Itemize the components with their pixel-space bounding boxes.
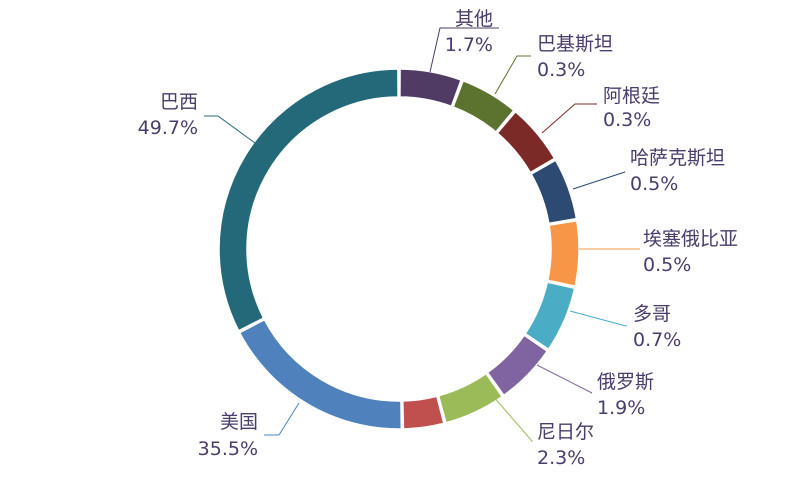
slice-label-name: 其他 bbox=[455, 8, 493, 30]
slice-label-name: 美国 bbox=[220, 411, 258, 433]
slice-label-percent: 0.7% bbox=[633, 329, 681, 351]
donut-slice-哈萨克斯坦 bbox=[530, 159, 578, 225]
slice-label-percent: 35.5% bbox=[198, 438, 258, 460]
donut-slice-美国 bbox=[238, 318, 403, 430]
donut-slice-埃塞俄比亚 bbox=[546, 219, 580, 287]
leader-line bbox=[491, 394, 534, 442]
slice-label-name: 俄罗斯 bbox=[597, 371, 654, 393]
leader-line bbox=[541, 103, 597, 134]
donut-slice-巴西 bbox=[218, 68, 399, 332]
leader-line bbox=[536, 364, 593, 394]
labels-layer: 其他1.7% 巴基斯坦0.3%阿根廷0.3%哈萨克斯坦0.5%埃塞俄比亚0.5%多… bbox=[138, 8, 738, 469]
slice-label-percent: 0.3% bbox=[603, 109, 651, 131]
leader-line bbox=[572, 171, 626, 190]
leader-line bbox=[204, 115, 256, 144]
donut-slice-unlabeled bbox=[402, 395, 445, 430]
donut-slice-阿根廷 bbox=[496, 110, 556, 174]
slice-label-name: 埃塞俄比亚 bbox=[643, 228, 738, 250]
donut-slice-巴基斯坦 bbox=[452, 79, 515, 133]
slice-label-percent: 0.3% bbox=[537, 59, 585, 81]
leader-line bbox=[264, 402, 300, 436]
slice-label-percent: 49.7% bbox=[138, 117, 198, 139]
slice-label-percent: 1.9% bbox=[597, 397, 645, 419]
slice-label-name: 巴基斯坦 bbox=[537, 33, 613, 55]
slice-label-name: 巴西 bbox=[160, 91, 198, 113]
leader-line bbox=[494, 55, 531, 95]
leader-line bbox=[429, 27, 499, 73]
donut-slice-尼日尔 bbox=[437, 372, 504, 424]
leader-lines-layer bbox=[204, 27, 640, 442]
slice-label-name: 哈萨克斯坦 bbox=[630, 147, 725, 169]
slice-label-percent: 2.3% bbox=[537, 447, 585, 469]
slices-layer bbox=[218, 68, 580, 430]
slice-label-percent: 0.5% bbox=[630, 173, 678, 195]
donut-slice-其他 bbox=[399, 68, 463, 108]
slice-label-name: 尼日尔 bbox=[537, 421, 594, 443]
leader-line bbox=[569, 310, 627, 327]
slice-label-name: 多哥 bbox=[633, 303, 671, 325]
slice-label-percent: 0.5% bbox=[643, 254, 691, 276]
donut-slice-多哥 bbox=[524, 281, 576, 351]
donut-slice-俄罗斯 bbox=[486, 334, 549, 397]
slice-label-name: 阿根廷 bbox=[603, 85, 660, 107]
slice-label-percent: 1.7% bbox=[445, 34, 493, 56]
